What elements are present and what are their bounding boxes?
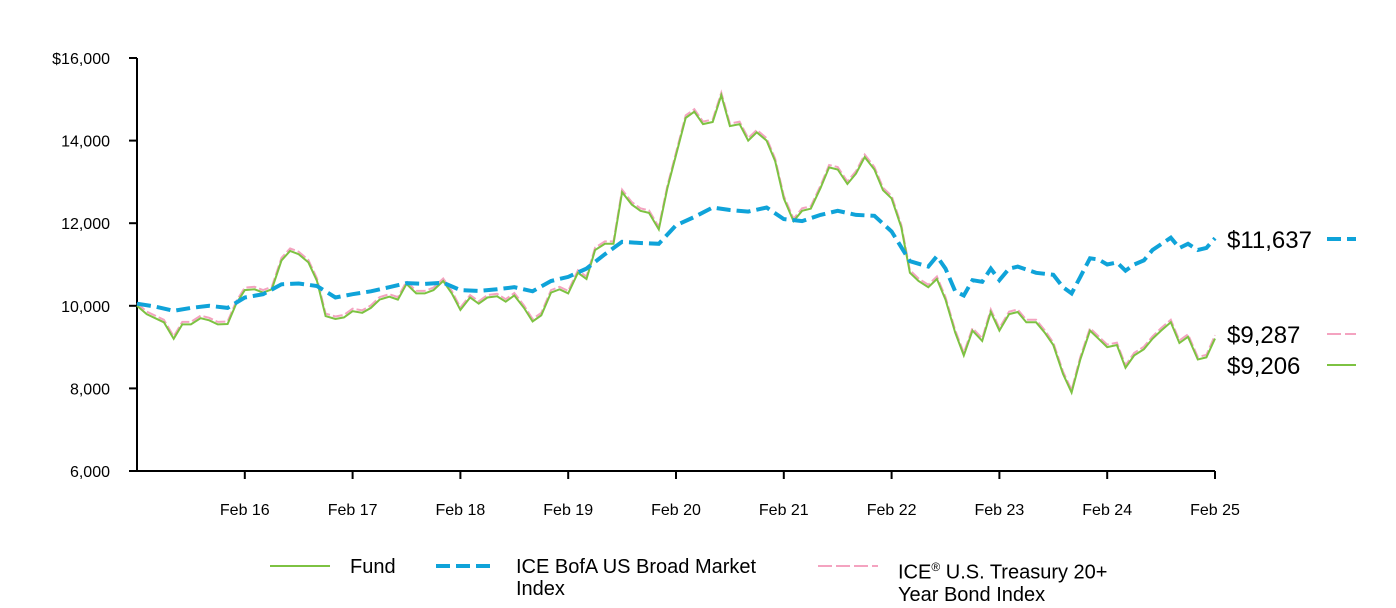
chart-legend: Fund ICE BofA US Broad Market Index ICE®… bbox=[0, 556, 1396, 608]
legend-item-treasury: ICE® U.S. Treasury 20+ Year Bond Index bbox=[818, 556, 1107, 606]
legend-label-treasury-line1: U.S. Treasury 20+ bbox=[940, 561, 1108, 584]
y-tick-label: 10,000 bbox=[61, 299, 110, 316]
x-tick-label: Feb 22 bbox=[867, 502, 917, 519]
legend-swatch-treasury bbox=[818, 556, 880, 568]
chart-axes bbox=[129, 58, 1215, 472]
legend-label-treasury-line2: Year Bond Index bbox=[898, 583, 1046, 606]
x-tick-label: Feb 21 bbox=[759, 502, 809, 519]
x-tick-label: Feb 23 bbox=[974, 502, 1024, 519]
legend-label-broad-market: ICE BofA US Broad Market Index bbox=[516, 556, 756, 600]
end-label-fund: $9,206 bbox=[1227, 353, 1300, 380]
x-tick-label: Feb 20 bbox=[651, 502, 701, 519]
legend-item-broad-market: ICE BofA US Broad Market Index bbox=[436, 556, 756, 600]
end-labels: $11,637 $9,287 $9,206 bbox=[1227, 227, 1356, 380]
legend-item-fund: Fund bbox=[270, 556, 396, 578]
y-tick-label: 14,000 bbox=[61, 134, 110, 151]
y-tick-label: $16,000 bbox=[52, 51, 110, 68]
x-axis-ticks: Feb 16 Feb 17 Feb 18 Feb 19 Feb 20 Feb 21 Feb … bbox=[220, 471, 1240, 519]
y-tick-label: 6,000 bbox=[70, 464, 110, 481]
x-tick-label: Feb 18 bbox=[435, 502, 485, 519]
y-tick-label: 8,000 bbox=[70, 381, 110, 398]
end-label-treasury: $9,287 bbox=[1227, 322, 1300, 349]
y-axis-ticks: $16,000 14,000 12,000 10,000 8,000 6,000 bbox=[52, 51, 137, 481]
x-tick-label: Feb 24 bbox=[1082, 502, 1132, 519]
legend-label-treasury: ICE® U.S. Treasury 20+ Year Bond Index bbox=[898, 556, 1107, 606]
x-tick-label: Feb 17 bbox=[328, 502, 378, 519]
y-tick-label: 12,000 bbox=[61, 216, 110, 233]
legend-swatch-fund bbox=[270, 556, 332, 568]
x-tick-label: Feb 19 bbox=[543, 502, 593, 519]
end-label-broad-market: $11,637 bbox=[1227, 227, 1312, 254]
line-chart: $16,000 14,000 12,000 10,000 8,000 6,000 Feb … bbox=[52, 51, 1356, 519]
series-layer bbox=[136, 89, 1217, 396]
series-line-broad-market bbox=[136, 205, 1217, 313]
legend-label-fund: Fund bbox=[350, 556, 396, 578]
legend-label-broad-line1: ICE BofA US Broad Market bbox=[516, 556, 757, 578]
legend-label-broad-line2: Index bbox=[516, 578, 565, 600]
series-line-fund bbox=[136, 91, 1216, 396]
x-tick-label: Feb 16 bbox=[220, 502, 270, 519]
x-tick-label: Feb 25 bbox=[1190, 502, 1240, 519]
legend-label-treasury-prefix: ICE bbox=[898, 561, 932, 584]
legend-swatch-broad-market bbox=[436, 556, 498, 568]
legend-label-treasury-sup: ® bbox=[931, 560, 941, 574]
